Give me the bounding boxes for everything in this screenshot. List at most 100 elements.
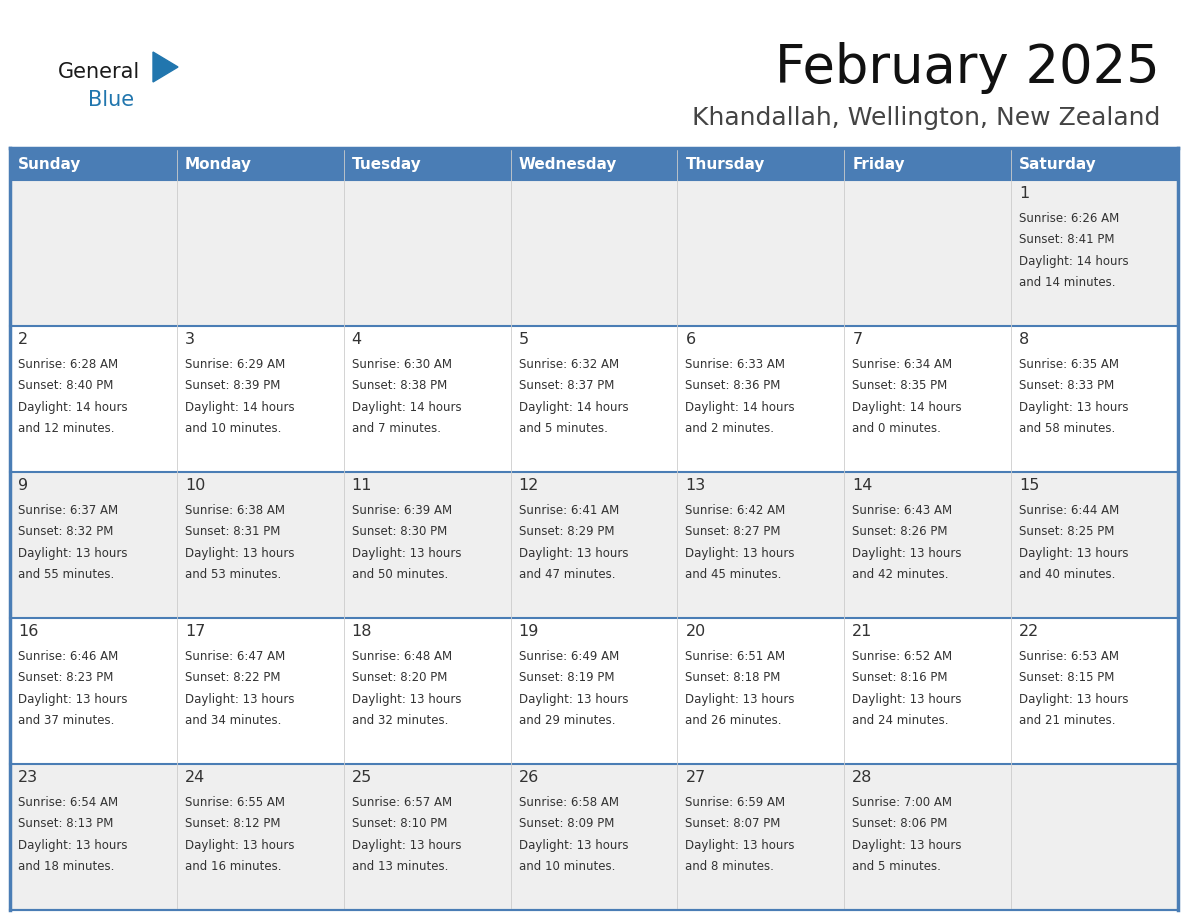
Text: Sunset: 8:41 PM: Sunset: 8:41 PM xyxy=(1019,233,1114,246)
Text: General: General xyxy=(58,62,140,82)
Polygon shape xyxy=(153,52,178,82)
Text: Monday: Monday xyxy=(185,156,252,172)
Text: and 18 minutes.: and 18 minutes. xyxy=(18,860,114,873)
Text: 22: 22 xyxy=(1019,624,1040,639)
Text: and 7 minutes.: and 7 minutes. xyxy=(352,422,441,435)
Text: Sunrise: 6:54 AM: Sunrise: 6:54 AM xyxy=(18,796,118,809)
Text: and 2 minutes.: and 2 minutes. xyxy=(685,422,775,435)
Text: Sunset: 8:15 PM: Sunset: 8:15 PM xyxy=(1019,671,1114,684)
Text: Daylight: 13 hours: Daylight: 13 hours xyxy=(1019,693,1129,706)
Text: Sunset: 8:30 PM: Sunset: 8:30 PM xyxy=(352,525,447,538)
Text: Sunset: 8:29 PM: Sunset: 8:29 PM xyxy=(519,525,614,538)
Text: Daylight: 13 hours: Daylight: 13 hours xyxy=(685,693,795,706)
Text: Sunset: 8:10 PM: Sunset: 8:10 PM xyxy=(352,817,447,830)
Text: and 5 minutes.: and 5 minutes. xyxy=(519,422,607,435)
Text: 4: 4 xyxy=(352,332,362,347)
Text: Sunset: 8:32 PM: Sunset: 8:32 PM xyxy=(18,525,113,538)
Text: and 29 minutes.: and 29 minutes. xyxy=(519,714,615,727)
Text: Sunset: 8:12 PM: Sunset: 8:12 PM xyxy=(185,817,280,830)
Text: Sunset: 8:18 PM: Sunset: 8:18 PM xyxy=(685,671,781,684)
Text: Sunset: 8:19 PM: Sunset: 8:19 PM xyxy=(519,671,614,684)
Text: and 45 minutes.: and 45 minutes. xyxy=(685,568,782,581)
Text: Tuesday: Tuesday xyxy=(352,156,422,172)
Bar xyxy=(10,618,1178,764)
Text: Blue: Blue xyxy=(88,90,134,110)
Text: Sunset: 8:31 PM: Sunset: 8:31 PM xyxy=(185,525,280,538)
Text: Daylight: 13 hours: Daylight: 13 hours xyxy=(185,547,295,560)
Text: Sunset: 8:23 PM: Sunset: 8:23 PM xyxy=(18,671,113,684)
Text: Sunset: 8:37 PM: Sunset: 8:37 PM xyxy=(519,379,614,392)
Text: Sunset: 8:16 PM: Sunset: 8:16 PM xyxy=(852,671,948,684)
Bar xyxy=(10,326,1178,472)
Text: Wednesday: Wednesday xyxy=(519,156,617,172)
Text: Daylight: 14 hours: Daylight: 14 hours xyxy=(1019,255,1129,268)
Text: 16: 16 xyxy=(18,624,38,639)
Text: and 42 minutes.: and 42 minutes. xyxy=(852,568,949,581)
Text: and 21 minutes.: and 21 minutes. xyxy=(1019,714,1116,727)
Text: 14: 14 xyxy=(852,478,873,493)
Text: Sunrise: 6:47 AM: Sunrise: 6:47 AM xyxy=(185,650,285,663)
Text: Sunrise: 6:39 AM: Sunrise: 6:39 AM xyxy=(352,504,451,517)
Text: Thursday: Thursday xyxy=(685,156,765,172)
Text: 12: 12 xyxy=(519,478,539,493)
Text: and 40 minutes.: and 40 minutes. xyxy=(1019,568,1116,581)
Text: Sunrise: 6:49 AM: Sunrise: 6:49 AM xyxy=(519,650,619,663)
Text: and 10 minutes.: and 10 minutes. xyxy=(185,422,282,435)
Text: Daylight: 14 hours: Daylight: 14 hours xyxy=(352,401,461,414)
Text: Sunrise: 6:57 AM: Sunrise: 6:57 AM xyxy=(352,796,451,809)
Text: and 34 minutes.: and 34 minutes. xyxy=(185,714,282,727)
Text: 23: 23 xyxy=(18,770,38,785)
Text: Daylight: 13 hours: Daylight: 13 hours xyxy=(352,839,461,852)
Text: and 24 minutes.: and 24 minutes. xyxy=(852,714,949,727)
Text: Sunrise: 6:26 AM: Sunrise: 6:26 AM xyxy=(1019,211,1119,225)
Text: and 58 minutes.: and 58 minutes. xyxy=(1019,422,1116,435)
Text: and 32 minutes.: and 32 minutes. xyxy=(352,714,448,727)
Text: Daylight: 13 hours: Daylight: 13 hours xyxy=(1019,401,1129,414)
Bar xyxy=(10,148,1178,180)
Text: Sunrise: 6:58 AM: Sunrise: 6:58 AM xyxy=(519,796,619,809)
Text: Daylight: 13 hours: Daylight: 13 hours xyxy=(352,547,461,560)
Text: Daylight: 13 hours: Daylight: 13 hours xyxy=(1019,547,1129,560)
Text: Sunrise: 6:48 AM: Sunrise: 6:48 AM xyxy=(352,650,451,663)
Text: and 55 minutes.: and 55 minutes. xyxy=(18,568,114,581)
Text: Sunset: 8:33 PM: Sunset: 8:33 PM xyxy=(1019,379,1114,392)
Text: and 13 minutes.: and 13 minutes. xyxy=(352,860,448,873)
Text: and 16 minutes.: and 16 minutes. xyxy=(185,860,282,873)
Text: Daylight: 13 hours: Daylight: 13 hours xyxy=(519,547,628,560)
Text: Daylight: 13 hours: Daylight: 13 hours xyxy=(18,693,127,706)
Text: Sunrise: 6:52 AM: Sunrise: 6:52 AM xyxy=(852,650,953,663)
Text: 13: 13 xyxy=(685,478,706,493)
Text: and 14 minutes.: and 14 minutes. xyxy=(1019,276,1116,289)
Text: 21: 21 xyxy=(852,624,873,639)
Text: Sunset: 8:22 PM: Sunset: 8:22 PM xyxy=(185,671,280,684)
Text: Khandallah, Wellington, New Zealand: Khandallah, Wellington, New Zealand xyxy=(691,106,1159,130)
Text: Sunset: 8:39 PM: Sunset: 8:39 PM xyxy=(185,379,280,392)
Text: Daylight: 13 hours: Daylight: 13 hours xyxy=(685,547,795,560)
Text: Sunrise: 7:00 AM: Sunrise: 7:00 AM xyxy=(852,796,953,809)
Text: Daylight: 14 hours: Daylight: 14 hours xyxy=(18,401,127,414)
Text: 7: 7 xyxy=(852,332,862,347)
Text: Sunset: 8:26 PM: Sunset: 8:26 PM xyxy=(852,525,948,538)
Text: Sunset: 8:07 PM: Sunset: 8:07 PM xyxy=(685,817,781,830)
Text: Sunrise: 6:37 AM: Sunrise: 6:37 AM xyxy=(18,504,118,517)
Text: Daylight: 13 hours: Daylight: 13 hours xyxy=(852,547,962,560)
Text: Sunrise: 6:55 AM: Sunrise: 6:55 AM xyxy=(185,796,285,809)
Text: 10: 10 xyxy=(185,478,206,493)
Text: Sunset: 8:40 PM: Sunset: 8:40 PM xyxy=(18,379,113,392)
Text: Sunrise: 6:34 AM: Sunrise: 6:34 AM xyxy=(852,357,953,371)
Text: Sunset: 8:06 PM: Sunset: 8:06 PM xyxy=(852,817,948,830)
Text: Sunset: 8:36 PM: Sunset: 8:36 PM xyxy=(685,379,781,392)
Text: Sunset: 8:38 PM: Sunset: 8:38 PM xyxy=(352,379,447,392)
Text: Daylight: 13 hours: Daylight: 13 hours xyxy=(18,839,127,852)
Text: 3: 3 xyxy=(185,332,195,347)
Text: and 8 minutes.: and 8 minutes. xyxy=(685,860,775,873)
Text: 9: 9 xyxy=(18,478,29,493)
Text: Sunrise: 6:32 AM: Sunrise: 6:32 AM xyxy=(519,357,619,371)
Text: 18: 18 xyxy=(352,624,372,639)
Text: 27: 27 xyxy=(685,770,706,785)
Bar xyxy=(10,764,1178,910)
Text: Friday: Friday xyxy=(852,156,905,172)
Text: Sunrise: 6:28 AM: Sunrise: 6:28 AM xyxy=(18,357,118,371)
Text: 24: 24 xyxy=(185,770,206,785)
Text: 8: 8 xyxy=(1019,332,1029,347)
